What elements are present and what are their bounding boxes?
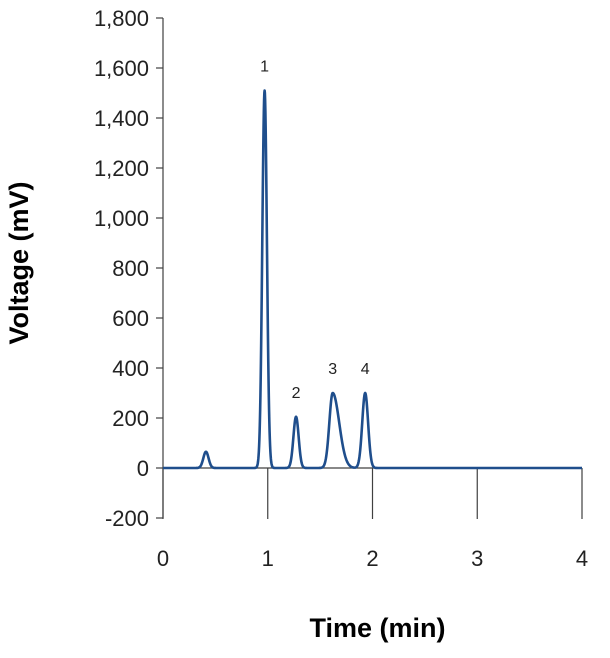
y-axis-title: Voltage (mV) bbox=[4, 181, 34, 344]
y-tick-label: 1,400 bbox=[94, 106, 149, 131]
y-tick-label: 0 bbox=[137, 456, 149, 481]
y-tick-label: 1,200 bbox=[94, 156, 149, 181]
y-ticks: -200 0 200 400 600 800 1,000 1,200 1,400 1,600 1,8… bbox=[94, 6, 163, 531]
y-axis: -200 0 200 400 600 800 1,000 1,200 1,400 1,600 1,8… bbox=[94, 6, 164, 531]
y-tick-label: 600 bbox=[112, 306, 149, 331]
x-tick-label: 0 bbox=[157, 546, 169, 571]
peak-label: 2 bbox=[292, 385, 301, 402]
y-tick-label: 1,800 bbox=[94, 6, 149, 31]
y-tick-label: 800 bbox=[112, 256, 149, 281]
peak-label: 1 bbox=[260, 59, 269, 76]
peak-labels: 1 2 3 4 bbox=[260, 59, 370, 402]
x-tick-label: 4 bbox=[576, 546, 588, 571]
x-axis-title: Time (min) bbox=[309, 613, 445, 643]
x-axis: 0 1 2 3 4 bbox=[157, 467, 588, 571]
x-tick-label: 1 bbox=[262, 546, 274, 571]
y-tick-label: 1,000 bbox=[94, 206, 149, 231]
y-tick-label: 1,600 bbox=[94, 56, 149, 81]
chromatogram-trace bbox=[161, 89, 584, 470]
x-tick-label: 2 bbox=[366, 546, 378, 571]
y-tick-label: -200 bbox=[105, 506, 149, 531]
x-tick-label: 3 bbox=[471, 546, 483, 571]
peak-label: 3 bbox=[328, 361, 337, 378]
peak-label: 4 bbox=[361, 361, 370, 378]
x-ticks: 0 1 2 3 4 bbox=[157, 468, 588, 571]
y-tick-label: 200 bbox=[112, 406, 149, 431]
y-tick-label: 400 bbox=[112, 356, 149, 381]
